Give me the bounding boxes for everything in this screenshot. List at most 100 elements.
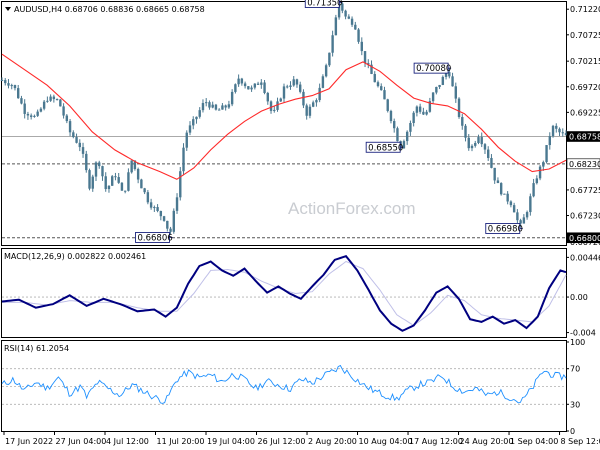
candle-body bbox=[506, 193, 509, 202]
candle-body bbox=[334, 17, 338, 36]
candle-body bbox=[68, 121, 72, 133]
candle-body bbox=[188, 125, 192, 133]
candle-body bbox=[396, 128, 399, 142]
time-axis: 17 Jun 2022 27 Jun 04:00 4 Jul 12:00 11 Jul… bbox=[3, 432, 600, 446]
candle-body bbox=[81, 147, 85, 154]
candle-body bbox=[360, 41, 363, 52]
candle-body bbox=[389, 110, 393, 122]
candle-body bbox=[464, 125, 467, 138]
candle-body bbox=[441, 76, 445, 85]
candle-body bbox=[354, 24, 357, 30]
candle-body bbox=[247, 86, 250, 90]
candle-body bbox=[461, 117, 464, 126]
watermark: ActionForex.com bbox=[288, 199, 416, 218]
candle-body bbox=[172, 210, 175, 232]
price-tick-label: 0.70215 bbox=[570, 57, 600, 66]
candle-body bbox=[237, 78, 240, 85]
ma-line bbox=[1, 53, 567, 180]
candle-body bbox=[263, 82, 266, 93]
annotation-label: 0.66980 bbox=[488, 224, 523, 234]
annotation-label: 0.71350 bbox=[307, 0, 342, 8]
candle-body bbox=[405, 131, 409, 142]
moving-average bbox=[1, 53, 567, 180]
candle-body bbox=[373, 73, 376, 83]
candle-body bbox=[133, 160, 137, 170]
candle-body bbox=[243, 83, 247, 87]
price-header: AUDUSD,H4 0.68706 0.68836 0.68665 0.6875… bbox=[14, 5, 205, 14]
rsi-line bbox=[1, 364, 567, 404]
price-tick-label: 0.67230 bbox=[570, 212, 600, 221]
candle-body bbox=[344, 10, 347, 17]
candle-body bbox=[143, 188, 146, 193]
candle-body bbox=[266, 92, 269, 102]
candle-body bbox=[551, 125, 555, 137]
candle-body bbox=[428, 101, 432, 112]
macd-plot bbox=[1, 255, 567, 332]
candle-body bbox=[179, 171, 182, 198]
candle-body bbox=[451, 76, 454, 87]
macd-tick-label: 0.00 bbox=[570, 293, 588, 302]
rsi-panel-frame bbox=[1, 340, 567, 432]
price-tag-box bbox=[566, 232, 600, 244]
candle-body bbox=[493, 167, 496, 181]
candle-body bbox=[149, 202, 153, 208]
candle-body bbox=[376, 82, 380, 87]
price-tag-box bbox=[566, 131, 600, 142]
candle-body bbox=[156, 207, 159, 212]
candle-body bbox=[477, 137, 480, 143]
candle-body bbox=[302, 91, 305, 106]
candle-body bbox=[94, 162, 98, 177]
candle-body bbox=[480, 137, 483, 145]
macd-main-line bbox=[1, 255, 567, 332]
time-tick-label: 1 Sep 04:00 bbox=[510, 437, 558, 446]
candle-body bbox=[217, 109, 221, 111]
candle-body bbox=[88, 170, 91, 189]
candle-body bbox=[10, 85, 13, 87]
candle-body bbox=[454, 86, 457, 99]
time-tick-label: 10 Aug 04:00 bbox=[359, 437, 413, 446]
candle-body bbox=[198, 110, 201, 117]
candle-body bbox=[412, 112, 415, 123]
candle-body bbox=[159, 211, 163, 217]
candle-body bbox=[136, 169, 140, 180]
candle-body bbox=[363, 51, 367, 64]
candle-body bbox=[522, 217, 526, 224]
candle-body bbox=[516, 212, 519, 221]
candle-body bbox=[256, 83, 260, 85]
candle-body bbox=[123, 190, 127, 192]
candle-body bbox=[311, 102, 315, 107]
candle-body bbox=[548, 136, 551, 146]
macd-panel-frame bbox=[1, 248, 567, 338]
rsi-tick-label: 0 bbox=[570, 427, 575, 436]
rsi-tick-label: 70 bbox=[570, 365, 580, 374]
candle-body bbox=[117, 177, 120, 183]
candle-body bbox=[42, 101, 46, 109]
candle-body bbox=[250, 87, 253, 90]
candle-body bbox=[542, 162, 545, 167]
macd-tick-label: 0.004469 bbox=[570, 253, 600, 262]
candle-body bbox=[519, 220, 522, 224]
candle-body bbox=[260, 82, 263, 85]
candle-body bbox=[295, 79, 299, 85]
price-tick-label: 0.71220 bbox=[570, 5, 600, 14]
price-annotations: 0.71350 0.70080 0.68550 0.66806 0.66980 bbox=[135, 0, 523, 243]
time-tick-label: 17 Aug 12:00 bbox=[409, 437, 463, 446]
candle-body bbox=[561, 132, 564, 134]
annotation-label: 0.66806 bbox=[138, 233, 173, 243]
time-tick-label: 19 Jul 04:00 bbox=[207, 437, 255, 446]
candle-body bbox=[130, 160, 133, 173]
price-tick-label: 0.70725 bbox=[570, 31, 600, 40]
time-tick-label: 27 Jun 04:00 bbox=[56, 437, 107, 446]
candle-body bbox=[182, 147, 185, 172]
candle-body bbox=[98, 162, 101, 167]
candle-body bbox=[286, 86, 289, 88]
candle-body bbox=[169, 228, 172, 232]
annotation-label: 0.68550 bbox=[368, 143, 403, 153]
price-tag-box bbox=[566, 158, 600, 170]
candle-body bbox=[36, 111, 39, 116]
candle-body bbox=[347, 16, 351, 19]
candle-body bbox=[26, 113, 30, 116]
triangle-down-icon[interactable] bbox=[5, 7, 11, 11]
candle-body bbox=[146, 192, 150, 203]
candle-body bbox=[383, 90, 386, 100]
